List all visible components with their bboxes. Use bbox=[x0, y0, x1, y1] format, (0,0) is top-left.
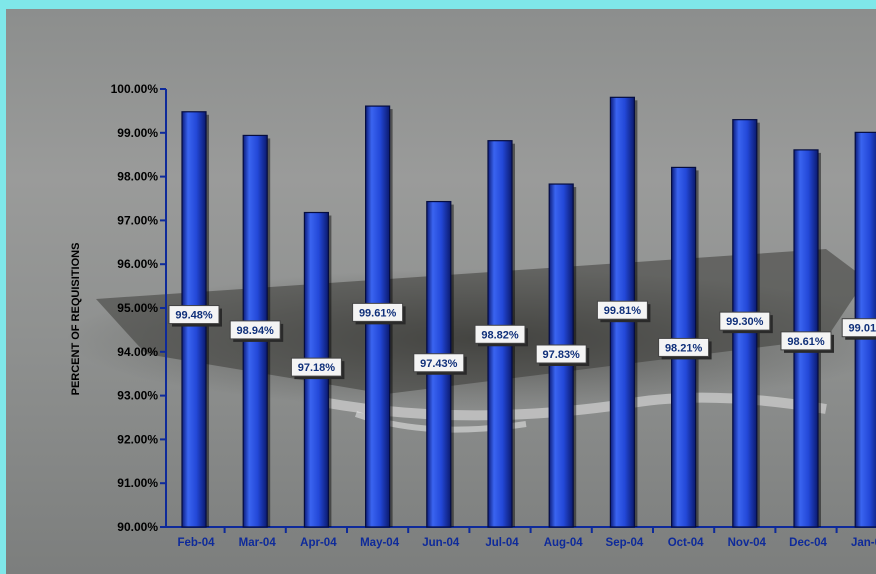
y-tick-label: 93.00% bbox=[117, 389, 158, 403]
y-tick-label: 97.00% bbox=[117, 213, 158, 227]
y-axis-title: PERCENT OF REQUISITIONS bbox=[70, 243, 82, 396]
data-label-text: 99.01% bbox=[849, 323, 876, 335]
data-labels: 99.48% 98.94% 97.18% 99.61% 97.43% 98.82% 97.8… bbox=[168, 300, 876, 380]
x-tick-label: Aug-04 bbox=[544, 537, 584, 549]
y-tick-label: 98.00% bbox=[117, 170, 158, 184]
data-label: 97.18% bbox=[290, 357, 345, 380]
data-label-box bbox=[841, 318, 876, 338]
x-tick-label: Jul-04 bbox=[485, 537, 519, 549]
y-tick-label: 95.00% bbox=[117, 301, 158, 315]
data-label-text: 99.61% bbox=[359, 307, 397, 319]
x-tick-label: Jan-05 bbox=[851, 537, 876, 549]
x-tick-label: May-04 bbox=[360, 537, 400, 549]
data-label: 99.30% bbox=[719, 311, 773, 334]
data-label-box bbox=[229, 320, 281, 340]
data-label-text: 98.21% bbox=[665, 342, 703, 354]
data-label: 98.82% bbox=[474, 324, 528, 347]
x-tick-label: Nov-04 bbox=[728, 537, 767, 549]
data-label-box bbox=[780, 331, 832, 351]
data-label-text: 98.82% bbox=[481, 329, 519, 341]
data-label-box bbox=[474, 324, 526, 344]
data-label: 97.83% bbox=[535, 344, 590, 366]
data-label: 97.43% bbox=[413, 353, 467, 375]
data-label-box bbox=[168, 305, 220, 325]
data-label-box bbox=[413, 353, 465, 373]
data-label-text: 99.48% bbox=[175, 310, 213, 322]
data-label: 99.01% bbox=[841, 318, 876, 340]
bar-chart: 90.00% 91.00% 92.00% 93.00% 94.00% 95.00% 96.0… bbox=[66, 82, 876, 549]
chart-frame: 90.00% 91.00% 92.00% 93.00% 94.00% 95.00% 96.0… bbox=[6, 9, 876, 574]
data-label-box bbox=[596, 300, 648, 320]
data-label-text: 97.43% bbox=[420, 358, 458, 370]
x-tick-label: Dec-04 bbox=[789, 537, 827, 549]
data-label: 99.61% bbox=[352, 302, 406, 325]
axes: 90.00% 91.00% 92.00% 93.00% 94.00% 95.00% 96.0… bbox=[111, 82, 876, 549]
data-label-box bbox=[290, 357, 342, 377]
y-tick-label: 91.00% bbox=[117, 476, 158, 490]
data-label: 99.48% bbox=[168, 305, 222, 327]
x-tick-label: Sep-04 bbox=[606, 537, 644, 549]
data-label: 99.81% bbox=[596, 300, 651, 323]
y-tick-label: 100.00% bbox=[111, 82, 159, 96]
y-tick-label: 90.00% bbox=[117, 520, 158, 534]
data-label-text: 97.83% bbox=[543, 349, 581, 361]
y-tick-label: 94.00% bbox=[117, 345, 158, 359]
data-label-box bbox=[352, 302, 404, 322]
data-label-box bbox=[535, 344, 587, 364]
data-label-text: 99.81% bbox=[604, 305, 642, 317]
y-tick-label: 99.00% bbox=[117, 126, 158, 140]
y-tick-label: 92.00% bbox=[117, 432, 158, 446]
x-tick-label: Mar-04 bbox=[239, 537, 277, 549]
data-label: 98.61% bbox=[780, 331, 834, 353]
data-label: 98.94% bbox=[229, 320, 284, 342]
data-label-box bbox=[658, 337, 710, 357]
x-tick-label: Oct-04 bbox=[668, 537, 704, 549]
data-label-box bbox=[719, 311, 771, 331]
data-label-text: 98.61% bbox=[787, 336, 825, 348]
data-label-text: 97.18% bbox=[298, 362, 336, 374]
x-tick-label: Apr-04 bbox=[300, 537, 337, 549]
data-label-text: 99.30% bbox=[726, 316, 764, 328]
data-label: 98.21% bbox=[658, 337, 712, 360]
data-label-text: 98.94% bbox=[237, 325, 275, 337]
x-tick-label: Feb-04 bbox=[177, 537, 215, 549]
x-tick-label: Jun-04 bbox=[422, 537, 460, 549]
y-tick-label: 96.00% bbox=[117, 257, 158, 271]
